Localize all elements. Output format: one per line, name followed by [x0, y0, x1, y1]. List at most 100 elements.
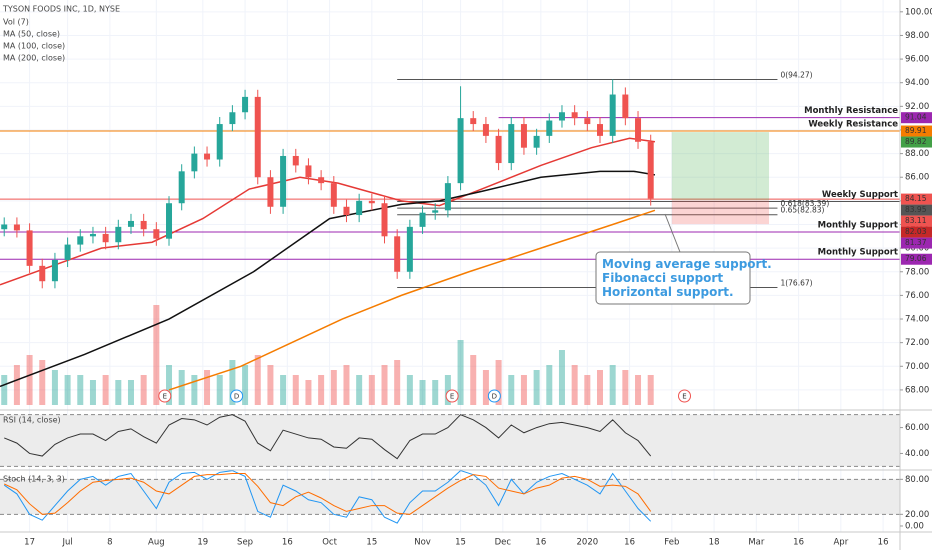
candle-body — [368, 200, 375, 204]
y-tick-label: 96.00 — [905, 55, 929, 65]
callout-text: Horizontal support. — [602, 285, 734, 299]
candle-body — [457, 118, 464, 184]
candle-body — [622, 94, 629, 119]
candle-body — [419, 212, 426, 227]
volume-bar — [520, 375, 527, 405]
candle-body — [166, 203, 173, 239]
x-tick-label: 16 — [624, 538, 635, 548]
callout-text: Moving average support. — [602, 257, 772, 271]
volume-bar — [406, 375, 413, 405]
candle-body — [394, 236, 401, 272]
volume-bar — [39, 360, 46, 405]
candle-body — [470, 118, 477, 125]
event-label: E — [163, 393, 167, 401]
volume-bar — [178, 370, 185, 405]
volume-bar — [444, 375, 451, 405]
ma-line — [0, 137, 656, 286]
price-tag — [901, 193, 932, 205]
price-tag — [901, 253, 932, 265]
event-label: D — [492, 393, 497, 401]
pane-title: RSI (14, close) — [3, 416, 61, 425]
x-tick-label: Apr — [833, 538, 848, 548]
price-tag-label: 83.11 — [905, 216, 927, 225]
volume-bar — [13, 365, 20, 405]
y-tick-label: 94.00 — [905, 78, 929, 88]
candle-body — [356, 200, 363, 216]
candle-body — [39, 265, 46, 282]
candle-body — [89, 233, 96, 237]
volume-bar — [635, 375, 642, 405]
candle-body — [178, 171, 185, 204]
price-tag — [901, 136, 932, 148]
level-annotation: Weekly Resistance — [808, 120, 898, 130]
candle-body — [381, 203, 388, 237]
candle-body — [140, 220, 147, 230]
volume-bar — [318, 375, 325, 405]
volume-bar — [102, 375, 109, 405]
y-tick-label: 72.00 — [905, 338, 929, 348]
volume-bar — [191, 375, 198, 405]
fib-label: 0(94.27) — [780, 71, 812, 80]
price-tag — [901, 215, 932, 227]
price-tag — [901, 237, 932, 249]
y-tick-label: 78.00 — [905, 267, 929, 277]
y-tick-label: 68.00 — [905, 385, 929, 395]
price-tag-label: 81.37 — [905, 238, 927, 247]
legend: TYSON FOODS INC, 1D, NYSE Vol (7) MA (50… — [2, 5, 120, 484]
candle-body — [330, 183, 337, 207]
candle-body — [343, 206, 350, 216]
volume-bar — [305, 380, 312, 405]
candle-body — [584, 118, 591, 125]
volume-bar — [381, 365, 388, 405]
x-tick-label: 15 — [455, 538, 466, 548]
candle-body — [432, 210, 439, 213]
volume-bar — [533, 370, 540, 405]
lower-panes — [0, 414, 900, 524]
x-tick-label: 17 — [24, 538, 35, 548]
event-marker — [678, 389, 692, 403]
candle-body — [444, 183, 451, 211]
x-tick-label: 19 — [197, 538, 208, 548]
y-tick-label: 0.00 — [905, 521, 924, 531]
candle-body — [13, 224, 20, 231]
event-marker — [158, 389, 172, 403]
ma-line — [0, 170, 656, 388]
axis: 17 Jul 8 Aug 19 Sep 16 Oct 15 Nov 15 Dec 16 2020 16 Feb… — [24, 7, 932, 548]
volume-bar — [229, 360, 236, 405]
volume-bar — [115, 380, 122, 405]
volume-bar — [571, 365, 578, 405]
candle-body — [508, 124, 515, 164]
x-tick-label: Sep — [237, 538, 253, 548]
volume-bar — [166, 365, 173, 405]
price-tag-label: 83.95 — [905, 205, 927, 214]
x-tick-label: 16 — [793, 538, 804, 548]
candle-body — [115, 226, 122, 243]
profit-zone — [671, 132, 770, 201]
fib-label: 0.618(83.39) — [780, 199, 829, 208]
candle-body — [102, 233, 109, 243]
volume-bar — [432, 380, 439, 405]
x-tick-label: 15 — [366, 538, 377, 548]
volume-bar — [1, 375, 8, 405]
level-annotation: Weekly Support — [822, 190, 898, 200]
legend-entry: MA (100, close) — [3, 42, 65, 51]
x-tick-label: Mar — [748, 538, 765, 548]
volume-bar — [597, 370, 603, 405]
candle-body — [533, 135, 540, 148]
legend-entry: Vol (7) — [3, 18, 29, 27]
volume-bar — [153, 305, 160, 405]
fib-label: 0.65(82.83) — [780, 206, 824, 215]
band — [0, 414, 900, 467]
main-pane: Monthly Resistance Weekly Resistance Weekl… — [0, 71, 900, 405]
candle-body — [635, 118, 642, 142]
volume-bar — [584, 375, 591, 405]
volume-bar — [343, 365, 350, 405]
candle-body — [1, 224, 8, 230]
candle-body — [558, 112, 565, 121]
y-tick-label: 20.00 — [905, 510, 929, 520]
loss-zone — [671, 200, 770, 225]
candle-body — [254, 96, 261, 178]
volume-bar — [267, 365, 274, 405]
price-tag — [901, 226, 932, 238]
y-tick-label: 74.00 — [905, 315, 929, 325]
